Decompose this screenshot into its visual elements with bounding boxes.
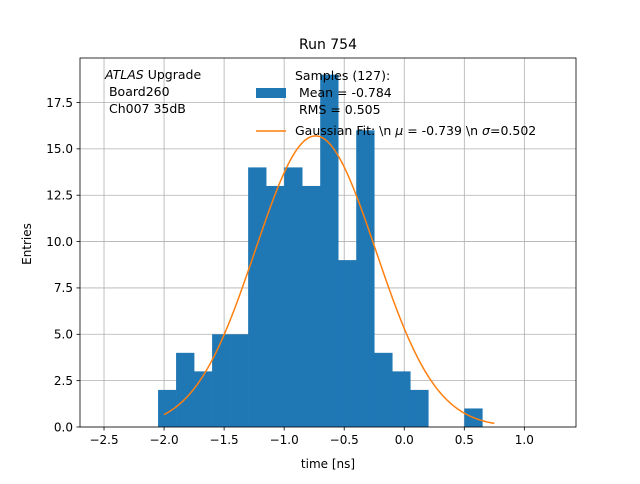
histogram-bar xyxy=(410,389,429,427)
chart-title: Run 754 xyxy=(299,37,357,53)
histogram-bar xyxy=(374,352,393,427)
histogram-bar xyxy=(302,185,321,427)
x-tick-label: −2.0 xyxy=(149,433,178,447)
x-tick-label: 1.0 xyxy=(515,433,534,447)
y-tick-label: 17.5 xyxy=(46,96,73,110)
y-tick-label: 15.0 xyxy=(46,142,73,156)
y-tick-label: 5.0 xyxy=(54,328,73,342)
y-tick-label: 12.5 xyxy=(46,189,73,203)
legend-fit-mu-value: = -0.739 \n xyxy=(403,123,482,138)
y-tick-label: 10.0 xyxy=(46,235,73,249)
x-tick-label: 0.0 xyxy=(395,433,414,447)
histogram-bar xyxy=(176,352,195,427)
histogram-bars xyxy=(158,74,483,427)
atlas-annotation: ATLAS Upgrade Board260 Ch007 35dB xyxy=(104,67,201,116)
y-tick-label: 2.5 xyxy=(54,374,73,388)
histogram-bar xyxy=(212,334,231,427)
legend-samples-line-1: Samples (127): xyxy=(295,68,390,83)
x-tick-label: 0.5 xyxy=(455,433,474,447)
annotation-line-1: ATLAS Upgrade xyxy=(104,67,201,82)
histogram-bar xyxy=(230,334,249,427)
histogram-bar xyxy=(320,74,339,427)
x-axis-ticks: −2.5 −2.0 −1.5 −1.0 −0.5 0.0 0.5 1.0 xyxy=(89,427,534,447)
gaussian-fit-curve xyxy=(163,135,495,425)
legend-fit-label: Gaussian Fit: \n μ = -0.739 \n σ=0.502 xyxy=(295,123,536,138)
legend-samples-line-3: RMS = 0.505 xyxy=(295,102,381,117)
histogram-bar xyxy=(392,371,411,427)
annotation-channel: Ch007 35dB xyxy=(105,101,186,116)
annotation-atlas: ATLAS xyxy=(104,67,144,82)
legend-fit-sigma-value: =0.502 xyxy=(490,123,536,138)
y-tick-label: 7.5 xyxy=(54,281,73,295)
histogram-bar xyxy=(266,185,285,427)
histogram-bar xyxy=(158,389,177,427)
histogram-bar xyxy=(338,260,357,427)
y-axis-label: Entries xyxy=(20,223,34,265)
legend-fit-sigma-symbol: σ xyxy=(482,123,491,138)
histogram-bar xyxy=(356,130,375,427)
x-tick-label: −2.5 xyxy=(89,433,118,447)
legend-fit-prefix: Gaussian Fit: \n xyxy=(295,123,395,138)
legend-fit-mu-symbol: μ xyxy=(394,123,403,138)
legend-samples-line-2: Mean = -0.784 xyxy=(295,85,392,100)
y-tick-label: 0.0 xyxy=(54,420,73,434)
y-axis-ticks: 0.0 2.5 5.0 7.5 10.0 12.5 15.0 17.5 xyxy=(46,96,80,434)
x-tick-label: −1.5 xyxy=(210,433,239,447)
histogram-bar xyxy=(194,371,213,427)
annotation-board: Board260 xyxy=(105,84,170,99)
x-tick-label: −1.0 xyxy=(270,433,299,447)
gaussian-fit-line xyxy=(163,135,495,425)
plot-frame xyxy=(79,57,577,428)
legend: Samples (127): Mean = -0.784 RMS = 0.505… xyxy=(256,68,536,138)
legend-samples-swatch xyxy=(256,88,286,98)
x-axis-label: time [ns] xyxy=(301,457,355,471)
histogram-bar xyxy=(284,167,303,427)
histogram-bar xyxy=(248,167,267,427)
annotation-upgrade: Upgrade xyxy=(144,67,202,82)
x-tick-label: −0.5 xyxy=(330,433,359,447)
